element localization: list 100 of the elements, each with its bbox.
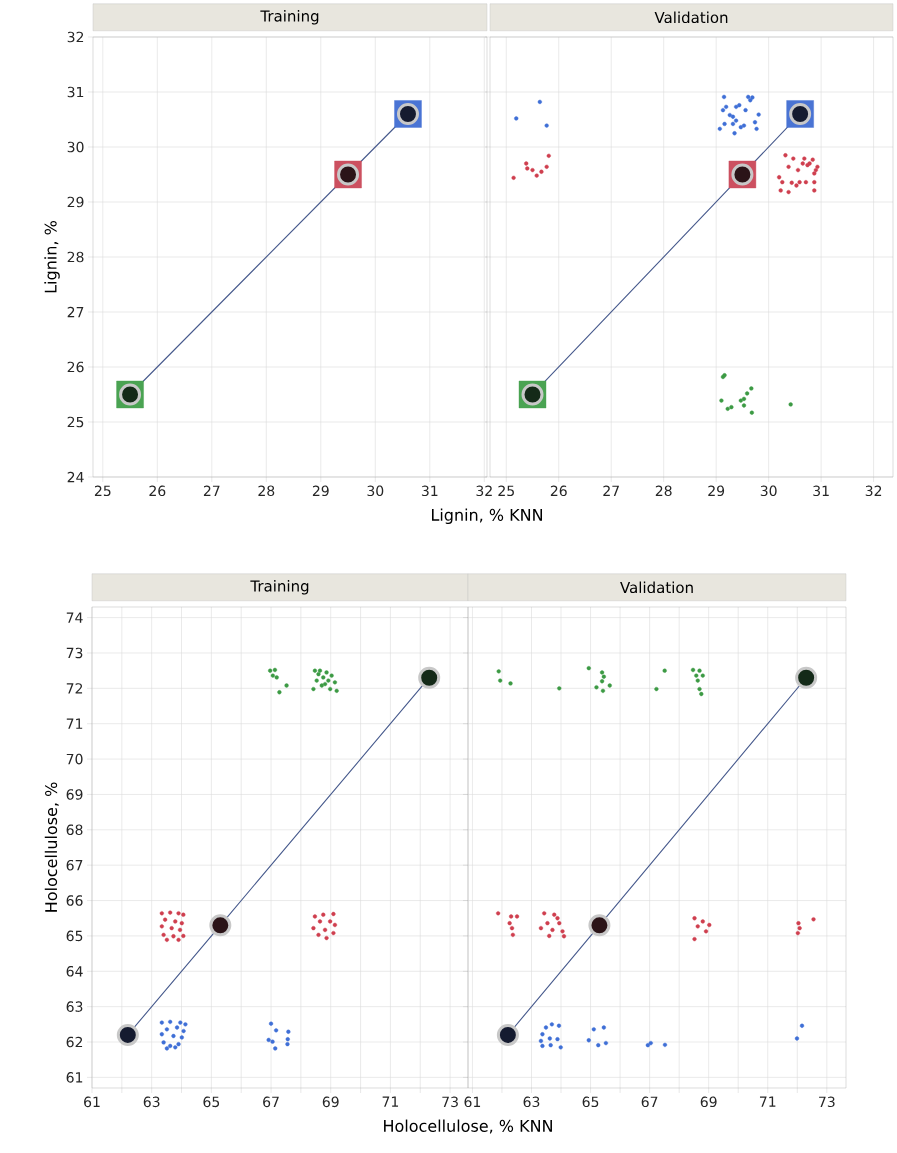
point: [561, 934, 567, 939]
point: [695, 924, 700, 929]
point: [812, 188, 817, 193]
point: [317, 919, 323, 924]
point: [717, 126, 722, 131]
x-tick-label: 63: [143, 1096, 160, 1108]
point: [700, 673, 705, 678]
point: [538, 926, 544, 931]
point: [810, 157, 815, 162]
point: [181, 912, 186, 917]
point: [786, 164, 791, 169]
point: [815, 164, 820, 169]
point: [268, 1021, 274, 1026]
point: [179, 921, 184, 926]
point: [783, 153, 788, 158]
point: [743, 108, 748, 113]
point: [178, 1020, 183, 1025]
point: [168, 1043, 173, 1049]
point: [603, 1040, 609, 1046]
point: [703, 929, 709, 934]
point: [328, 686, 333, 692]
y-tick-label: 70: [66, 753, 83, 765]
point: [552, 912, 557, 917]
y-tick-label: 71: [66, 718, 83, 729]
point: [159, 1032, 164, 1037]
point: [173, 919, 178, 924]
point: [720, 108, 726, 113]
y-tick-label: 31: [67, 86, 84, 98]
x-tick-label: 29: [708, 485, 725, 497]
point: [181, 933, 186, 939]
point: [183, 1022, 188, 1027]
point: [557, 921, 562, 926]
point: [321, 912, 326, 917]
x-axis-title: Holocellulose, % KNN: [384, 1119, 552, 1134]
point: [510, 932, 515, 937]
point: [543, 1025, 549, 1030]
point: [326, 678, 331, 683]
point: [168, 910, 173, 915]
point: [692, 916, 697, 921]
point: [654, 686, 659, 692]
point: [496, 911, 501, 916]
point: [780, 180, 785, 185]
point: [542, 911, 547, 916]
point: [754, 126, 759, 131]
y-tick-label: 69: [66, 789, 83, 800]
point: [741, 403, 747, 408]
point: [169, 926, 174, 931]
x-tick-label: 32: [476, 485, 492, 497]
point: [322, 681, 328, 687]
point: [316, 932, 321, 937]
x-tick-label: 25: [498, 485, 514, 497]
point: [662, 668, 667, 673]
point: [725, 406, 730, 411]
point: [544, 123, 549, 128]
point: [537, 99, 542, 104]
point: [286, 1029, 291, 1034]
point: [273, 1046, 278, 1051]
point: [802, 156, 807, 161]
point: [697, 686, 702, 692]
point: [794, 1036, 800, 1041]
point: [795, 930, 800, 936]
x-tick-label: 31: [421, 485, 438, 497]
point: [274, 675, 279, 680]
point: [797, 926, 802, 931]
point: [509, 926, 515, 931]
point: [176, 911, 181, 916]
point: [164, 1046, 169, 1051]
point: [555, 1037, 560, 1042]
point: [284, 683, 289, 688]
y-axis-title: Holocellulose, %: [44, 782, 59, 912]
point: [540, 1032, 545, 1037]
x-tick-label: 73: [819, 1096, 835, 1108]
point: [545, 921, 550, 926]
point: [795, 666, 818, 689]
point: [176, 937, 181, 942]
point: [324, 670, 329, 675]
point: [316, 672, 321, 677]
y-tick-label: 27: [67, 306, 84, 318]
point: [594, 685, 599, 690]
point: [800, 161, 805, 166]
y-tick-label: 63: [66, 1001, 83, 1012]
x-tick-label: 26: [149, 485, 166, 497]
point: [707, 922, 712, 928]
x-tick-label: 71: [759, 1096, 776, 1107]
point: [732, 131, 737, 136]
point: [332, 922, 338, 928]
x-axis-title: Lignin, % KNN: [432, 508, 542, 525]
point: [591, 1027, 596, 1032]
x-tick-label: 29: [312, 485, 329, 497]
y-tick-label: 62: [66, 1036, 83, 1048]
point: [596, 1043, 601, 1048]
point: [314, 678, 319, 683]
x-tick-label: 31: [813, 485, 829, 497]
x-tick-label: 25: [94, 485, 111, 497]
x-tick-label: 27: [203, 485, 220, 496]
y-tick-label: 65: [66, 930, 83, 942]
point: [601, 1025, 606, 1030]
point: [550, 927, 555, 932]
point: [749, 386, 754, 391]
point: [607, 683, 612, 688]
